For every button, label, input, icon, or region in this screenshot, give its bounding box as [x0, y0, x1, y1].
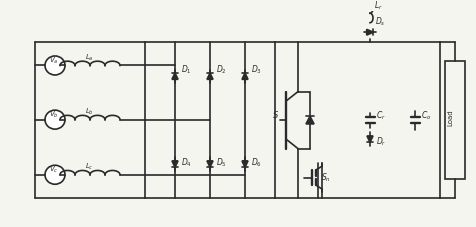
Text: $S_n$: $S_n$ [321, 171, 331, 184]
Text: $D_1$: $D_1$ [181, 63, 192, 76]
Polygon shape [207, 161, 213, 167]
Circle shape [45, 165, 65, 184]
Polygon shape [172, 73, 178, 79]
Polygon shape [367, 29, 373, 35]
Circle shape [45, 110, 65, 129]
Polygon shape [367, 136, 373, 142]
Circle shape [45, 56, 65, 75]
Text: $L_b$: $L_b$ [85, 107, 94, 117]
Polygon shape [306, 116, 314, 124]
Text: $S$: $S$ [272, 109, 279, 120]
Text: $L_c$: $L_c$ [85, 162, 93, 172]
Text: $D_r$: $D_r$ [376, 136, 387, 148]
Text: $L_r$: $L_r$ [374, 0, 383, 12]
Text: $V_a$: $V_a$ [49, 56, 59, 66]
Text: $D_5$: $D_5$ [216, 157, 227, 169]
Text: $C_r$: $C_r$ [376, 109, 386, 122]
Bar [445, 61, 465, 180]
Polygon shape [242, 161, 248, 167]
Polygon shape [207, 73, 213, 79]
Text: $D_2$: $D_2$ [216, 63, 227, 76]
Text: $V_c$: $V_c$ [49, 165, 59, 175]
Text: $C_o$: $C_o$ [421, 109, 431, 122]
Text: Load: Load [447, 110, 453, 126]
Text: $D_4$: $D_4$ [181, 157, 192, 169]
Text: $D_s$: $D_s$ [375, 16, 386, 28]
Polygon shape [172, 161, 178, 167]
Text: $D_6$: $D_6$ [251, 157, 262, 169]
Polygon shape [242, 73, 248, 79]
Text: $D_3$: $D_3$ [251, 63, 262, 76]
Text: $L_a$: $L_a$ [85, 53, 94, 63]
Text: $V_b$: $V_b$ [49, 110, 59, 120]
